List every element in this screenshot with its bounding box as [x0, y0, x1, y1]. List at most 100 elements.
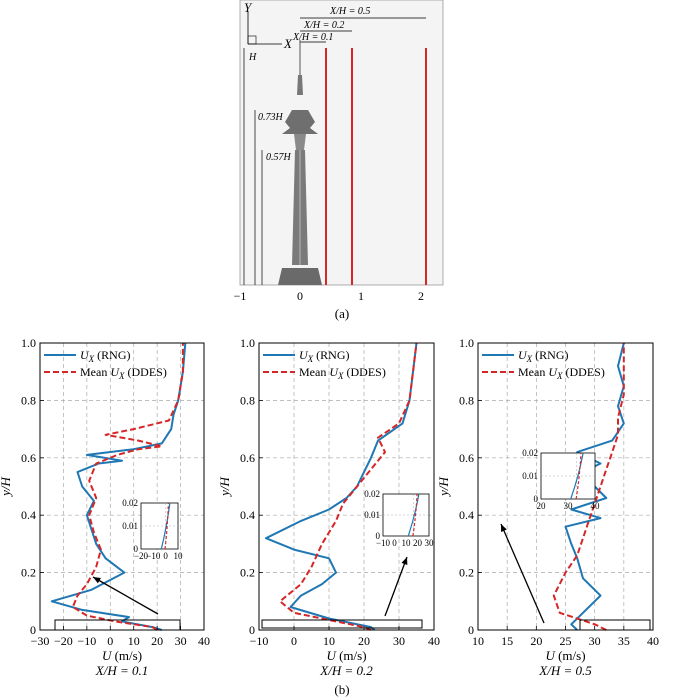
zoom-arrow-head: [93, 577, 101, 584]
y-tick-label-5: 1.0: [240, 336, 255, 350]
plot-frame: [39, 342, 205, 631]
x-tick-label-3: 25: [560, 634, 572, 648]
chart-3: 10 15 20 25 30 35 40 0 0.2 0.4 0.6 0.8 1.0 U (m/s) y/H…: [436, 336, 659, 678]
x-tick-label-0: −30: [31, 634, 50, 648]
inset-x-tick-1: −10: [146, 551, 161, 561]
legend-label-1: Mean UX (DDES): [299, 365, 386, 381]
legend-label-0: UX (RNG): [518, 348, 569, 364]
y-tick-label-2: 0.4: [240, 508, 255, 522]
y-tick-label-0: 0: [249, 623, 255, 637]
x-axis-label: U (m/s): [102, 648, 142, 663]
y-axis-label: y/H: [217, 477, 232, 498]
inset-line-ddes: [164, 502, 169, 550]
inset-x-tick-2: 0: [163, 551, 168, 561]
x-tick-label-2: 10: [323, 634, 335, 648]
plot-frame: [258, 342, 435, 631]
x-tick-label-5: 40: [428, 634, 440, 648]
panel-label: X/H = 0.5: [538, 663, 592, 678]
axis-x-label: X: [283, 36, 293, 51]
series-line-rng: [265, 342, 418, 631]
x-tick-label-5: 20: [151, 634, 163, 648]
inset-frame: [140, 502, 179, 550]
y-tick-label-1: 0.2: [240, 566, 255, 580]
inset-y-tick-0: 0: [534, 494, 539, 504]
x-tick-label-3: 0: [107, 634, 113, 648]
ratio-label-1: X/H = 0.2: [303, 20, 344, 31]
a-xtick-1: 0: [297, 289, 303, 303]
y-tick-label-1: 0.2: [21, 566, 36, 580]
legend-label-0: UX (RNG): [80, 348, 131, 364]
y-tick-label-4: 0.8: [459, 393, 474, 407]
axis-y-label: Y: [244, 0, 253, 15]
y-tick-label-0: 0: [30, 623, 36, 637]
inset-line-ddes: [575, 452, 582, 500]
inset-x-tick-1: 30: [564, 501, 574, 511]
panel-label: X/H = 0.2: [319, 663, 373, 678]
x-axis-label: U (m/s): [326, 648, 366, 663]
x-tick-label-4: 30: [393, 634, 405, 648]
inset-line-rng: [407, 493, 420, 537]
x-tick-label-7: 40: [198, 634, 210, 648]
inset-x-tick-4: 30: [425, 538, 435, 548]
x-tick-label-4: 30: [589, 634, 601, 648]
inset-x-tick-2: 10: [402, 538, 412, 548]
y-tick-label-2: 0.4: [21, 508, 36, 522]
x-tick-label-1: −20: [54, 634, 73, 648]
tower-silhouette: [278, 40, 322, 285]
height-label-h: H: [248, 52, 257, 63]
x-tick-label-5: 35: [618, 634, 630, 648]
legend-label-1: Mean UX (DDES): [518, 365, 605, 381]
inset-x-tick-1: 0: [392, 538, 397, 548]
legend-label-1: Mean UX (DDES): [80, 365, 167, 381]
y-tick-label-3: 0.6: [459, 451, 474, 465]
series-line-rng: [50, 342, 187, 631]
y-axis-label: y/H: [436, 477, 451, 498]
series-line-ddes: [71, 343, 184, 631]
inset-frame: [382, 493, 430, 537]
inset-y-tick-1: 0.01: [122, 521, 138, 531]
zoom-region-box: [261, 619, 423, 629]
y-axis-label: y/H: [0, 477, 13, 498]
zoom-arrow-head: [501, 524, 507, 532]
panel-b-caption: (b): [334, 682, 349, 697]
inset-x-tick-0: 20: [537, 501, 547, 511]
panel-a: Y X X/H = 0.5 X/H = 0.2 X/H = 0.1 H 0.73…: [234, 0, 444, 321]
ratio-label-2: X/H = 0.1: [292, 32, 333, 43]
y-tick-label-5: 1.0: [459, 336, 474, 350]
x-axis-label: U (m/s): [545, 648, 585, 663]
x-tick-label-6: 30: [175, 634, 187, 648]
panel-a-caption: (a): [335, 306, 349, 321]
inset-x-tick-0: −20: [134, 551, 149, 561]
y-tick-label-4: 0.8: [240, 393, 255, 407]
panel-label: X/H = 0.1: [95, 663, 148, 678]
y-tick-label-4: 0.8: [21, 393, 36, 407]
x-tick-label-4: 10: [128, 634, 140, 648]
inset-y-tick-2: 0.02: [522, 448, 538, 458]
a-xtick-3: 2: [418, 289, 424, 303]
x-tick-label-0: 10: [472, 634, 484, 648]
a-xtick-0: −1: [234, 289, 247, 303]
inset-x-tick-3: 10: [174, 551, 184, 561]
inset-plot: 20 30 40 0 0.01 0.02: [522, 448, 600, 511]
domain-box: [239, 0, 444, 286]
x-tick-label-2: 20: [530, 634, 542, 648]
y-tick-label-5: 1.0: [21, 336, 36, 350]
y-tick-label-3: 0.6: [21, 451, 36, 465]
zoom-arrow-line: [92, 576, 159, 615]
inset-y-tick-2: 0.02: [122, 498, 138, 508]
series-line-ddes: [279, 342, 418, 631]
zoom-arrow-line: [384, 556, 408, 617]
inset-line-rng: [570, 452, 584, 500]
inset-x-tick-3: 20: [413, 538, 423, 548]
x-tick-label-0: −10: [250, 634, 269, 648]
ratio-label-0: X/H = 0.5: [329, 6, 370, 17]
height-label-073: 0.73H: [258, 112, 284, 123]
x-tick-label-1: 15: [501, 634, 513, 648]
inset-y-tick-1: 0.01: [364, 510, 380, 520]
inset-x-tick-0: −10: [376, 538, 391, 548]
